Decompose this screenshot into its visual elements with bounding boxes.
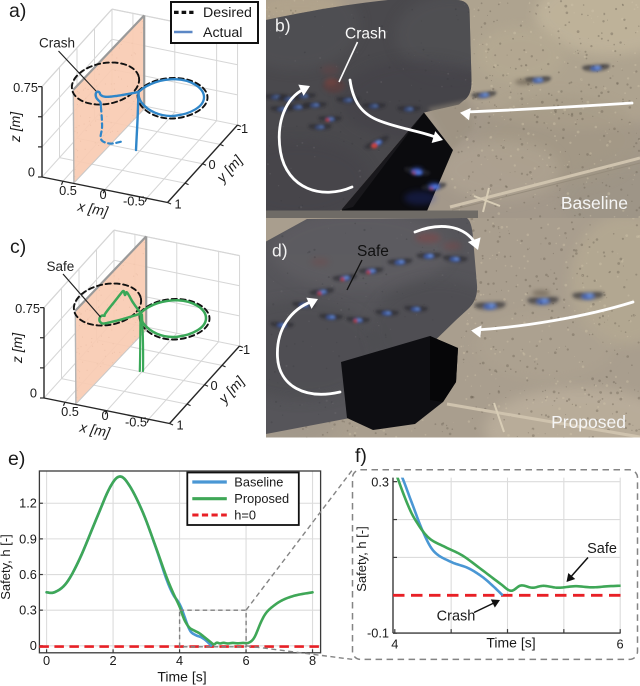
- svg-text:Baseline: Baseline: [234, 474, 283, 489]
- svg-text:0: 0: [43, 653, 50, 668]
- svg-text:-1: -1: [239, 342, 250, 357]
- svg-text:x [m]: x [m]: [78, 419, 113, 441]
- svg-text:0: 0: [210, 378, 217, 393]
- svg-text:0: 0: [208, 157, 215, 172]
- svg-text:0.75: 0.75: [13, 80, 38, 95]
- svg-text:6: 6: [616, 637, 623, 652]
- svg-text:z [m]: z [m]: [9, 332, 25, 364]
- svg-text:Safe: Safe: [587, 541, 617, 557]
- svg-text:0: 0: [30, 386, 37, 401]
- svg-text:0.5: 0.5: [59, 183, 77, 198]
- svg-text:6: 6: [242, 653, 249, 668]
- svg-text:0.9: 0.9: [19, 531, 37, 546]
- svg-text:0.75: 0.75: [15, 301, 40, 316]
- svg-text:1.2: 1.2: [19, 496, 37, 511]
- svg-text:Actual: Actual: [203, 25, 242, 41]
- svg-text:-0.5: -0.5: [125, 415, 147, 430]
- svg-text:0.6: 0.6: [19, 567, 37, 582]
- svg-text:d): d): [272, 241, 288, 261]
- svg-text:f): f): [355, 445, 367, 467]
- svg-text:Crash: Crash: [345, 26, 386, 43]
- svg-text:a): a): [9, 0, 26, 22]
- svg-text:1: 1: [176, 418, 183, 433]
- svg-text:Safe: Safe: [47, 259, 75, 274]
- svg-text:e): e): [8, 448, 25, 470]
- svg-text:1: 1: [174, 197, 181, 212]
- svg-text:0: 0: [99, 187, 106, 202]
- svg-text:c): c): [10, 236, 26, 258]
- svg-text:Desired: Desired: [203, 5, 252, 21]
- svg-text:Proposed: Proposed: [234, 491, 289, 506]
- svg-text:h=0: h=0: [234, 507, 256, 522]
- svg-text:0: 0: [30, 638, 37, 653]
- svg-text:-0.1: -0.1: [367, 625, 389, 640]
- svg-text:8: 8: [309, 653, 316, 668]
- svg-text:Time [s]: Time [s]: [157, 669, 206, 685]
- svg-text:4: 4: [176, 653, 183, 668]
- svg-text:Baseline: Baseline: [561, 193, 628, 213]
- svg-text:x [m]: x [m]: [76, 198, 111, 220]
- svg-text:Crash: Crash: [39, 36, 75, 51]
- svg-text:b): b): [275, 16, 291, 36]
- svg-text:z [m]: z [m]: [7, 111, 23, 143]
- svg-text:Safe: Safe: [357, 243, 389, 260]
- svg-text:-1: -1: [237, 121, 248, 136]
- svg-text:Crash: Crash: [437, 609, 476, 625]
- svg-text:0.5: 0.5: [61, 404, 79, 419]
- svg-text:0.3: 0.3: [19, 603, 37, 618]
- svg-text:0: 0: [101, 408, 108, 423]
- svg-text:-0.5: -0.5: [123, 194, 145, 209]
- svg-text:Time [s]: Time [s]: [486, 635, 535, 651]
- svg-text:Safety, h [-]: Safety, h [-]: [354, 526, 369, 592]
- svg-text:2: 2: [110, 653, 117, 668]
- svg-text:4: 4: [391, 637, 398, 652]
- svg-text:0.3: 0.3: [371, 474, 389, 489]
- svg-text:Safety, h [-]: Safety, h [-]: [0, 534, 13, 600]
- svg-text:0: 0: [28, 165, 35, 180]
- svg-text:Proposed: Proposed: [551, 412, 626, 432]
